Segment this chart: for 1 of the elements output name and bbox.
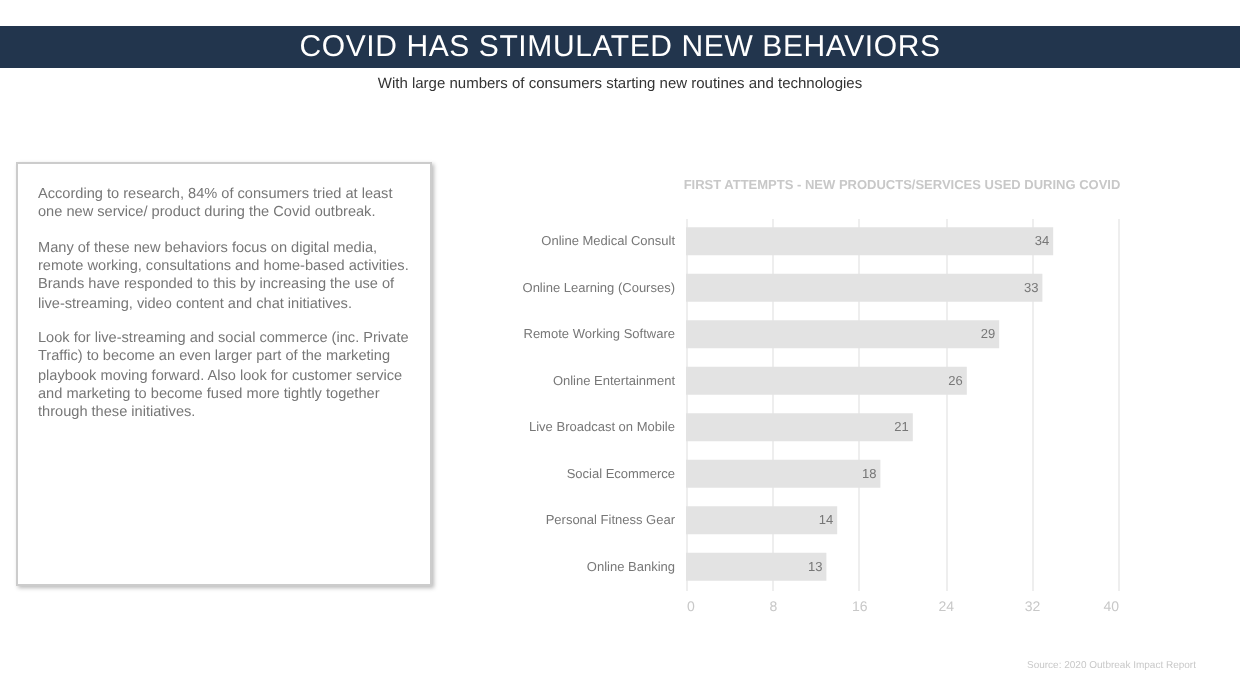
- text: COVID HAS STIMULATED NEW BEHAVIORS: [0, 26, 1240, 68]
